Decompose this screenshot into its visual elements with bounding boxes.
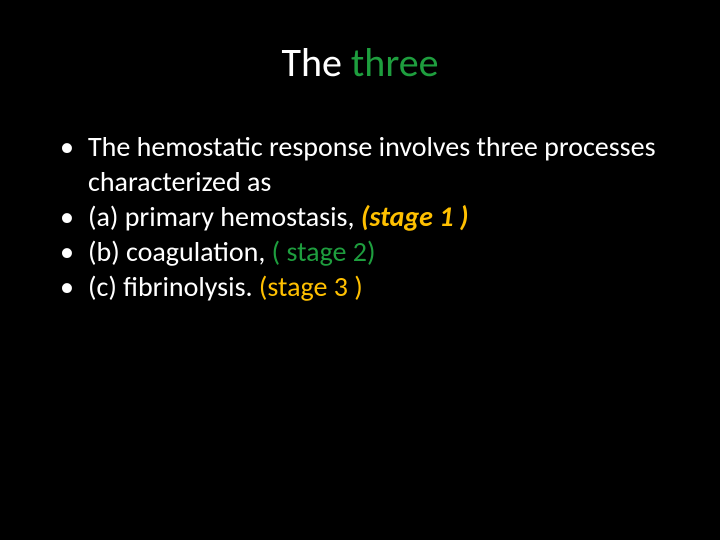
stage-label-2: ( stage 2) — [272, 234, 376, 269]
slide-container: The three The hemostatic response involv… — [0, 0, 720, 540]
bullet-list: The hemostatic response involves three p… — [40, 129, 680, 304]
stage-label-3: (stage 3 ) — [259, 269, 363, 304]
title-part-1: The — [281, 38, 350, 87]
bullet-item: (c) fibrinolysis. (stage 3 ) — [60, 269, 680, 304]
bullet-item: (b) coagulation, ( stage 2) — [60, 234, 680, 269]
bullet-text: (b) coagulation, — [88, 234, 272, 269]
bullet-text: (c) fibrinolysis. — [88, 269, 259, 304]
title-part-2: three — [351, 38, 439, 87]
bullet-text: The hemostatic response involves three p… — [88, 129, 656, 199]
bullet-item: The hemostatic response involves three p… — [60, 129, 680, 199]
stage-label-1: (stage 1 ) — [361, 199, 469, 234]
bullet-item: (a) primary hemostasis, (stage 1 ) — [60, 199, 680, 234]
slide-title: The three — [40, 38, 680, 87]
bullet-text: (a) primary hemostasis, — [88, 199, 361, 234]
